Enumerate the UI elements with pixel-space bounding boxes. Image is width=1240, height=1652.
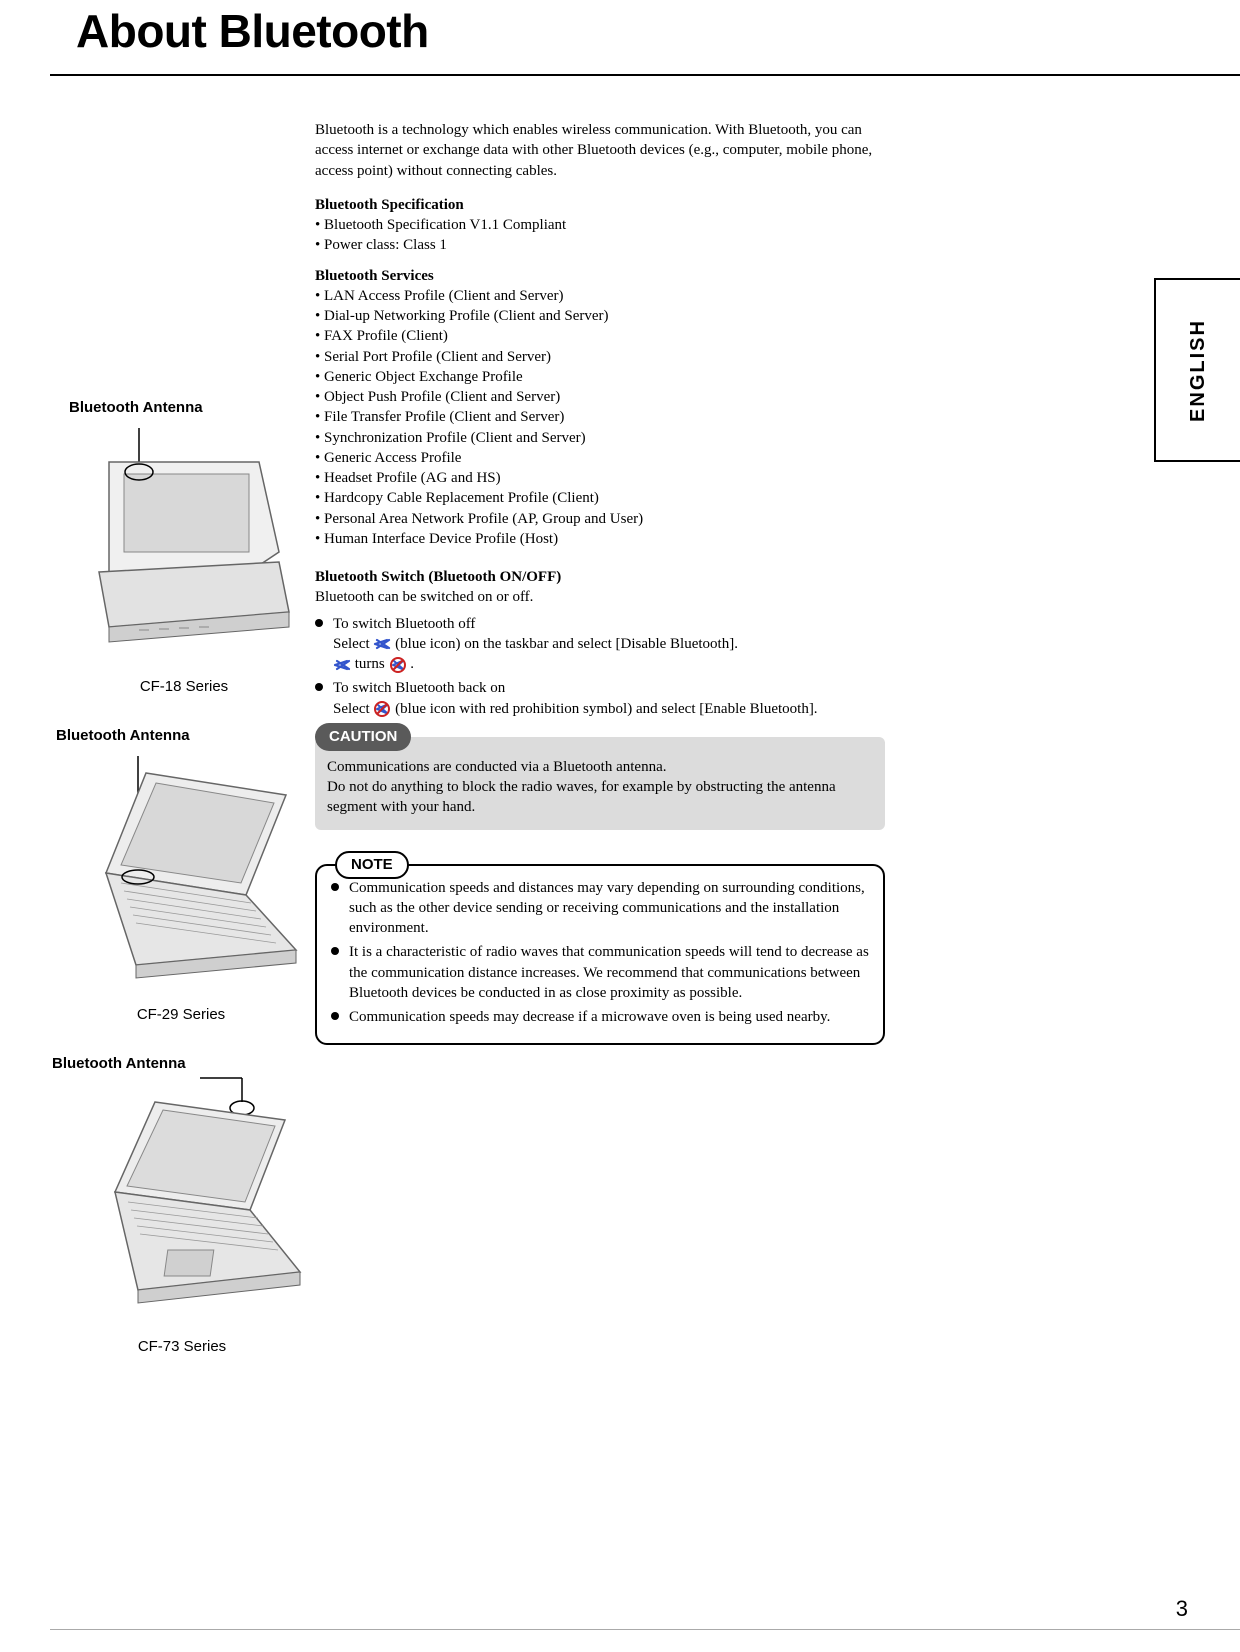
list-item: Dial-up Networking Profile (Client and S… (315, 306, 885, 326)
switch-on-title: To switch Bluetooth back on (333, 680, 505, 696)
figure-caption: CF-29 Series (56, 1005, 306, 1025)
intro-paragraph: Bluetooth is a technology which enables … (315, 120, 885, 181)
language-tab: ENGLISH (1154, 278, 1240, 462)
bluetooth-off-icon (373, 700, 391, 718)
note-box: NOTE Communication speeds and distances … (315, 864, 885, 1046)
bluetooth-on-icon (333, 657, 351, 673)
antenna-label: Bluetooth Antenna (52, 1054, 186, 1074)
text: Communications are conducted via a Bluet… (327, 759, 667, 775)
list-item: FAX Profile (Client) (315, 326, 885, 346)
main-content: Bluetooth is a technology which enables … (315, 120, 885, 1045)
list-item: Communication speeds and distances may v… (331, 878, 869, 939)
list-item: Power class: Class 1 (315, 235, 885, 255)
note-label: NOTE (335, 851, 409, 879)
list-item: Object Push Profile (Client and Server) (315, 387, 885, 407)
services-heading: Bluetooth Services (315, 266, 885, 286)
list-item: Personal Area Network Profile (AP, Group… (315, 509, 885, 529)
figure-cf73: Bluetooth Antenna CF-73 Series (52, 1054, 312, 1357)
caution-body: Communications are conducted via a Bluet… (327, 757, 873, 818)
language-tab-label: ENGLISH (1185, 319, 1212, 422)
switch-heading: Bluetooth Switch (Bluetooth ON/OFF) (315, 567, 885, 587)
text: Select (333, 636, 373, 652)
list-item: Communication speeds may decrease if a m… (331, 1007, 869, 1027)
page-title: About Bluetooth (0, 0, 1240, 74)
text: Select (333, 701, 373, 717)
figure-caption: CF-18 Series (69, 677, 299, 697)
list-item: Headset Profile (AG and HS) (315, 468, 885, 488)
footer-rule (50, 1629, 1240, 1630)
list-item: It is a characteristic of radio waves th… (331, 942, 869, 1003)
antenna-label: Bluetooth Antenna (69, 398, 299, 418)
services-list: LAN Access Profile (Client and Server) D… (315, 286, 885, 549)
title-rule (50, 74, 1240, 76)
list-item: Bluetooth Specification V1.1 Compliant (315, 215, 885, 235)
list-item: Serial Port Profile (Client and Server) (315, 347, 885, 367)
text: (blue icon) on the taskbar and select [D… (395, 636, 738, 652)
switch-off-title: To switch Bluetooth off (333, 616, 475, 632)
bluetooth-on-icon (373, 636, 391, 652)
list-item: Hardcopy Cable Replacement Profile (Clie… (315, 488, 885, 508)
device-cf29-illustration (56, 750, 306, 990)
switch-list: To switch Bluetooth off Select (blue ico… (315, 614, 885, 719)
device-cf18-illustration (69, 422, 299, 662)
switch-off-item: To switch Bluetooth off Select (blue ico… (315, 614, 885, 675)
list-item: LAN Access Profile (Client and Server) (315, 286, 885, 306)
switch-on-line: Select (blue icon with red prohibition s… (333, 701, 818, 717)
antenna-label: Bluetooth Antenna (56, 726, 306, 746)
list-item: Generic Access Profile (315, 448, 885, 468)
note-list: Communication speeds and distances may v… (331, 878, 869, 1028)
switch-off-line: Select (blue icon) on the taskbar and se… (333, 636, 738, 652)
list-item: File Transfer Profile (Client and Server… (315, 407, 885, 427)
spec-list: Bluetooth Specification V1.1 Compliant P… (315, 215, 885, 256)
list-item: Generic Object Exchange Profile (315, 367, 885, 387)
switch-section: Bluetooth Switch (Bluetooth ON/OFF) Blue… (315, 567, 885, 719)
switch-desc: Bluetooth can be switched on or off. (315, 587, 885, 607)
spec-heading: Bluetooth Specification (315, 195, 885, 215)
list-item: Human Interface Device Profile (Host) (315, 529, 885, 549)
switch-off-turns: turns . (333, 656, 414, 672)
caution-box: CAUTION Communications are conducted via… (315, 737, 885, 830)
device-cf73-illustration (52, 1072, 312, 1322)
figure-cf18: Bluetooth Antenna CF-18 Series (69, 398, 299, 697)
text: (blue icon with red prohibition symbol) … (395, 701, 817, 717)
switch-on-item: To switch Bluetooth back on Select (blue… (315, 678, 885, 719)
bluetooth-off-icon (389, 656, 407, 674)
caution-label: CAUTION (315, 723, 411, 751)
list-item: Synchronization Profile (Client and Serv… (315, 428, 885, 448)
text: . (410, 656, 414, 672)
page-number: 3 (1176, 1594, 1188, 1624)
figure-cf29: Bluetooth Antenna CF-29 Series (56, 726, 306, 1025)
figure-caption: CF-73 Series (52, 1337, 312, 1357)
text: Do not do anything to block the radio wa… (327, 779, 836, 815)
text: turns (355, 656, 389, 672)
